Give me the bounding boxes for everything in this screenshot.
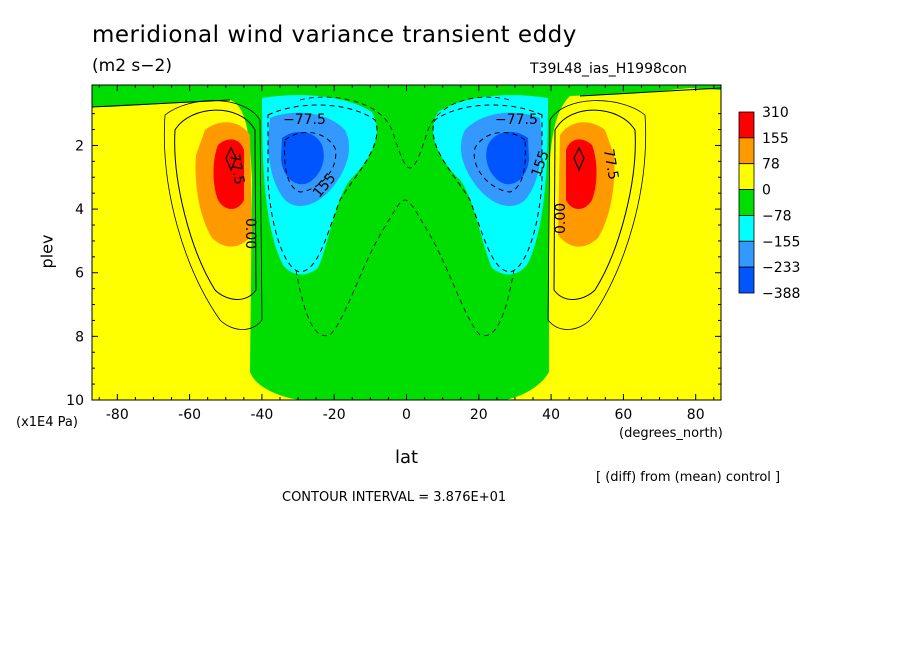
x-axis: -80 -60 -40 -20 0 20 40 60 80 — [98, 85, 715, 423]
run-label: T39L48_ias_H1998con — [530, 61, 688, 77]
colorbar-swatch — [738, 189, 755, 216]
colorbar-label: 78 — [762, 157, 780, 173]
region-most-negative-right — [486, 131, 529, 185]
diff-note: [ (diff) from (mean) control ] — [596, 470, 781, 485]
x-tick-label: 60 — [614, 407, 632, 423]
colorbar-swatch — [738, 240, 755, 268]
y-axis: 2 4 6 8 10 — [66, 113, 721, 409]
colorbar-swatch — [738, 266, 755, 294]
y-axis-unit: (x1E4 Pa) — [16, 415, 78, 430]
x-tick-label: -80 — [106, 407, 129, 423]
chart-title: meridional wind variance transient eddy — [92, 22, 577, 48]
y-tick-label: 4 — [75, 202, 84, 218]
y-tick-label: 2 — [75, 138, 84, 154]
contour-label: 77.5 — [226, 152, 247, 185]
contour-label: 0.00 — [553, 203, 569, 234]
x-tick-label: 0 — [402, 407, 411, 423]
y-tick-label: 6 — [75, 266, 84, 282]
colorbar-swatch — [738, 137, 755, 165]
colorbar-label: −388 — [762, 286, 800, 302]
x-axis-unit: (degrees_north) — [619, 426, 723, 441]
colorbar-swatch — [738, 111, 755, 139]
y-tick-label: 8 — [75, 329, 84, 345]
contour-label: −77.5 — [495, 112, 538, 128]
x-tick-label: 80 — [687, 407, 705, 423]
colorbar-label: 310 — [762, 105, 789, 121]
x-tick-label: 40 — [542, 407, 560, 423]
x-tick-label: -60 — [178, 407, 201, 423]
region-very-high-right — [566, 139, 597, 209]
x-tick-label: -20 — [323, 407, 346, 423]
x-axis-label: lat — [395, 447, 419, 468]
contour-label: 77.5 — [600, 148, 621, 181]
contour-interval: CONTOUR INTERVAL = 3.876E+01 — [282, 490, 507, 505]
colorbar-label: 0 — [762, 183, 771, 199]
contour-label: −77.5 — [283, 112, 326, 128]
colorbar-label: −155 — [762, 234, 800, 250]
colorbar-label: 155 — [762, 131, 789, 147]
colorbar: 310 155 78 0 −78 −155 −233 −388 — [738, 105, 800, 302]
contour-label: 0.00 — [242, 218, 258, 249]
region-most-negative-left — [281, 131, 324, 185]
region-very-high-left — [213, 139, 244, 209]
colorbar-swatch — [738, 163, 755, 190]
y-tick-label: 10 — [66, 393, 84, 409]
x-tick-label: -40 — [250, 407, 273, 423]
colorbar-label: −233 — [762, 260, 800, 276]
chart-units: (m2 s−2) — [92, 56, 172, 76]
x-tick-label: 20 — [470, 407, 488, 423]
region-near-zero — [92, 85, 721, 400]
colorbar-swatch — [738, 215, 755, 242]
colorbar-label: −78 — [762, 208, 792, 224]
